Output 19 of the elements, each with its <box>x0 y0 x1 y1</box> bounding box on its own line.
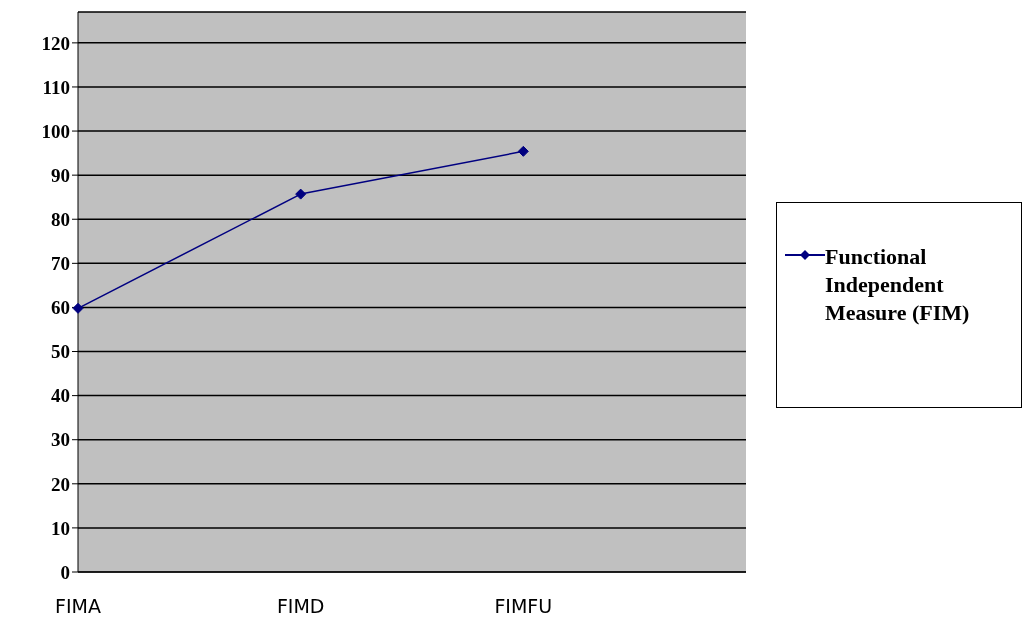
legend-label: Functional Independent Measure (FIM) <box>825 243 971 327</box>
y-tick-label: 120 <box>41 32 70 54</box>
y-tick-label: 40 <box>51 385 70 407</box>
y-tick-label: 20 <box>51 473 70 495</box>
y-tick-label: 30 <box>51 429 70 451</box>
point <box>295 188 307 200</box>
y-tick-label: 80 <box>51 208 70 230</box>
point <box>517 145 529 157</box>
y-tick-label: 110 <box>42 76 70 98</box>
x-tick-label: FIMFU <box>494 595 553 618</box>
y-tick-label: 10 <box>51 517 70 539</box>
y-tick-label: 60 <box>51 297 70 319</box>
y-tick-label: 70 <box>51 253 70 275</box>
y-tick-label: 90 <box>51 164 70 186</box>
y-tick-label: 50 <box>51 341 70 363</box>
y-tick-label: 100 <box>41 120 70 142</box>
x-tick-label: FIMA <box>55 595 101 618</box>
x-tick-label: FIMD <box>276 595 325 618</box>
y-tick-label: 0 <box>60 561 70 583</box>
